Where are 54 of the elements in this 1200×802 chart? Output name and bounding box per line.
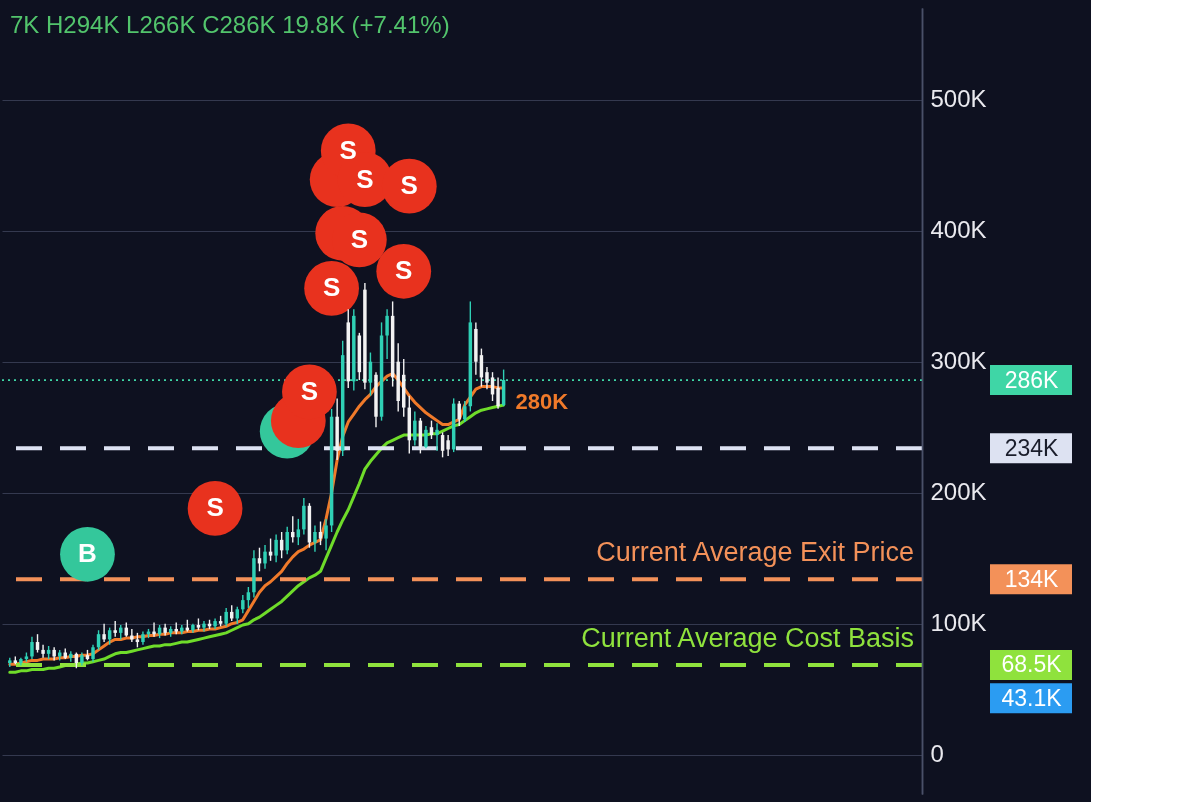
candlestick — [130, 628, 134, 643]
data-label: 280K — [515, 388, 569, 414]
candlestick — [291, 515, 295, 544]
candlestick — [241, 594, 245, 614]
data-label: S — [206, 492, 224, 523]
y-tick-label: 500K — [930, 85, 987, 113]
candlestick — [202, 620, 206, 633]
candlestick — [463, 400, 467, 423]
candlestick — [102, 623, 106, 643]
y2-tick-label: 68.5K — [1001, 651, 1063, 678]
candlestick — [41, 643, 45, 659]
candlestick — [424, 425, 428, 449]
candlestick — [457, 400, 461, 427]
y2-tick-label: 234K — [1004, 434, 1060, 461]
point — [304, 261, 359, 316]
candlestick — [446, 434, 450, 457]
y-tick-label: 100K — [930, 609, 987, 637]
candlestick — [224, 607, 228, 628]
point — [381, 158, 437, 214]
data-label: S — [400, 170, 418, 201]
y2-tick-label: 43.1K — [1001, 684, 1063, 711]
ref-line-label: Current Average Cost Basis — [581, 622, 914, 653]
y2-tick-label: 134K — [1004, 565, 1060, 592]
candlestick — [435, 422, 439, 452]
data-label: S — [350, 223, 369, 254]
candlestick — [496, 376, 500, 410]
point — [376, 243, 432, 299]
y2-tick-label: 286K — [1004, 366, 1060, 393]
candlestick — [385, 308, 389, 360]
data-label: S — [322, 272, 341, 303]
data-label: B — [78, 538, 97, 569]
annotation: 7K H294K L266K C286K 19.8K (+7.41%) — [10, 11, 450, 38]
data-label: S — [339, 134, 357, 165]
candlestick — [69, 650, 73, 663]
candlestick — [485, 366, 489, 390]
ref-line-label: Current Average Exit Price — [596, 537, 914, 568]
candlestick — [318, 520, 323, 546]
y-tick-label: 300K — [930, 347, 987, 375]
data-label: S — [395, 255, 413, 286]
candlestick — [30, 636, 34, 660]
point — [187, 481, 243, 536]
point — [60, 526, 115, 582]
candlestick — [285, 526, 289, 555]
candlestick — [413, 410, 417, 447]
y-tick-label: 0 — [930, 740, 944, 768]
y-tick-label: 400K — [930, 216, 987, 244]
data-label: S — [356, 163, 374, 194]
candlestick — [302, 497, 306, 536]
candlestick — [263, 544, 267, 570]
y-tick-label: 200K — [930, 478, 987, 506]
data-label: S — [300, 375, 319, 406]
candlestick — [313, 524, 317, 553]
candlestick — [324, 518, 328, 552]
candlestick — [274, 533, 278, 563]
